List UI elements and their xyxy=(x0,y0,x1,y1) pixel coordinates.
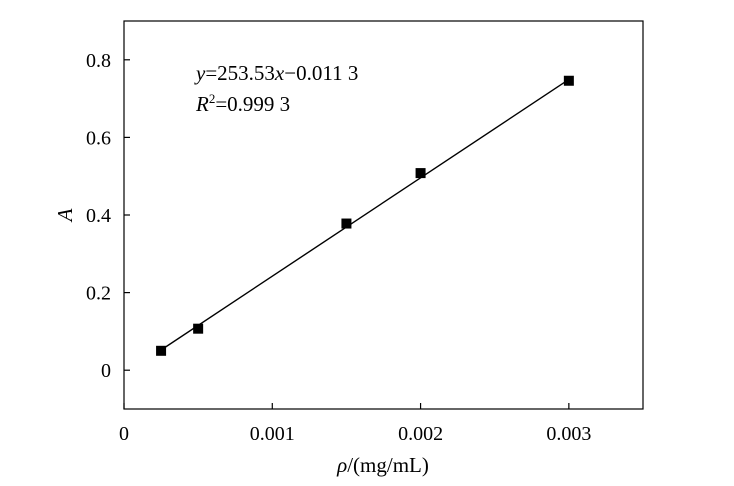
fit-equation: y=253.53x−0.011 3 xyxy=(194,61,358,85)
data-point xyxy=(341,218,352,229)
x-tick-label: 0 xyxy=(119,423,129,445)
x-tick-label: 0.001 xyxy=(250,423,295,445)
r-squared: R2=0.999 3 xyxy=(195,91,290,116)
y-tick-label: 0.6 xyxy=(86,127,111,149)
data-point xyxy=(563,75,574,86)
y-tick-label: 0.8 xyxy=(86,50,111,72)
y-tick-label: 0.2 xyxy=(86,283,111,305)
x-tick-label: 0.002 xyxy=(398,423,443,445)
y-tick-label: 0.4 xyxy=(86,205,111,227)
y-axis-label: A xyxy=(53,208,77,223)
x-axis-label: ρ/(mg/mL) xyxy=(336,453,429,477)
data-points xyxy=(156,75,574,356)
x-tick-label: 0.003 xyxy=(546,423,591,445)
fit-line xyxy=(160,78,570,351)
data-point xyxy=(156,345,167,356)
data-point xyxy=(415,168,426,179)
axis-ticks: 0 0.001 0.002 0.003 0 0.2 0.4 0.6 0.8 xyxy=(86,50,591,445)
y-tick-label: 0 xyxy=(101,360,111,382)
data-point xyxy=(193,323,204,334)
